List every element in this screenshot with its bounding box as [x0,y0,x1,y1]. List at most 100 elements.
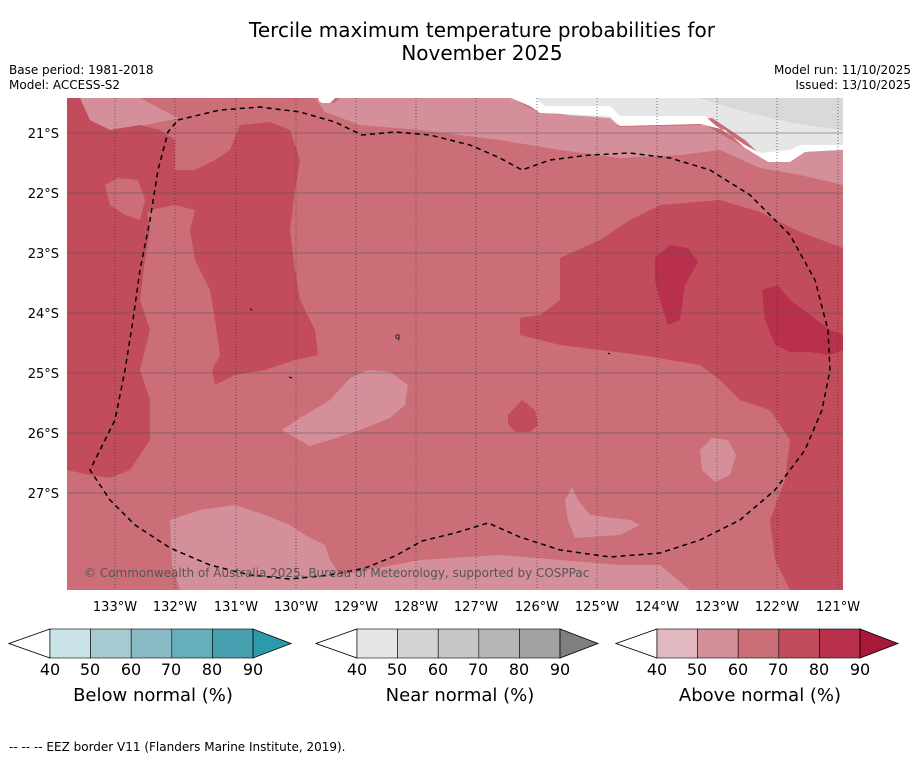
base-period: Base period: 1981-2018 [9,63,154,77]
cbar-tick: 90 [549,660,571,679]
colorbar-above: 40 50 60 70 80 90 Above normal (%) [614,628,905,713]
region-above-50-top [80,98,843,248]
cbar-tick: 60 [727,660,749,679]
region-near-50 [700,98,843,130]
eez-border [89,106,831,580]
eez-footnote: -- -- -- EEZ border V11 (Flanders Marine… [9,740,346,754]
region-white-top [318,98,335,103]
cbar-segment [519,628,561,659]
region-above-50-center [282,370,408,446]
probability-map: q © Commonwealth of Australia 2025, Bure… [28,98,860,615]
cbar-segment [90,628,132,659]
model-name: Model: ACCESS-S2 [9,78,121,92]
cbar-segment [130,628,173,659]
lon-label: 121°W [816,600,860,615]
region-above-80-b [762,285,843,355]
region-above-60-right-patch [700,438,736,482]
island-speck-2 [288,376,293,379]
colorbar-below: 40 50 60 70 80 90 Below normal (%) [7,628,298,713]
colorbar-near-svg [314,628,600,659]
region-above-50-bottom [170,505,340,590]
colorbar-above-svg [614,628,900,659]
cbar-extend-low [314,628,358,659]
colorbar-near: 40 50 60 70 80 90 Near normal (%) [314,628,605,713]
cbar-title-above: Above normal (%) [678,685,842,706]
lon-label: 129°W [334,600,378,615]
latitude-gridlines [67,132,843,494]
lat-label: 21°S [28,127,59,142]
lat-label: 25°S [28,367,59,382]
cbar-tick: 60 [120,660,142,679]
cbar-title-below: Below normal (%) [73,685,233,706]
meta-right: Model run: 11/10/2025 Issued: 13/10/2025 [774,63,911,93]
cbar-tick: 70 [767,660,789,679]
cbar-segment [478,628,520,659]
cbar-title-near: Near normal (%) [385,685,535,706]
meta-left: Base period: 1981-2018 Model: ACCESS-S2 [9,63,154,93]
issued-date: Issued: 13/10/2025 [795,78,911,92]
cbar-tick: 50 [386,660,408,679]
cbar-extend-high [252,628,293,659]
cbar-segment [656,628,698,659]
cbar-tick: 90 [849,660,871,679]
region-above-70-right [520,200,843,590]
lon-label: 127°W [454,600,498,615]
cbar-tick: 80 [201,660,223,679]
cbar-tick: 70 [160,660,182,679]
cbar-tick: 60 [427,660,449,679]
region-above-50-bottom-right [565,487,640,538]
region-white-strip [512,98,843,162]
copyright-text: © Commonwealth of Australia 2025, Bureau… [84,566,589,580]
cbar-segment [49,628,91,659]
cbar-tick: 70 [467,660,489,679]
island-speck-3 [607,352,611,355]
cbar-extend-low [614,628,658,659]
cbar-segment [697,628,739,659]
cbar-segment [397,628,439,659]
lon-label: 126°W [515,600,559,615]
lon-label: 132°W [153,600,197,615]
longitude-gridlines [114,98,839,590]
region-above-60-overlay [140,98,843,248]
region-above-70-small [508,400,538,432]
colorbar-below-svg [7,628,293,659]
cbar-tick: 40 [646,660,668,679]
cbar-segment [819,628,861,659]
cbar-segment [737,628,780,659]
title-line-1: Tercile maximum temperature probabilitie… [249,18,715,42]
cbar-tick: 40 [39,660,61,679]
lat-label: 27°S [28,487,59,502]
lat-label: 26°S [28,427,59,442]
cbar-extend-low [7,628,51,659]
cbar-segment [437,628,480,659]
cbar-segment [778,628,820,659]
island-label: q [395,332,400,341]
cbar-tick: 90 [242,660,264,679]
cbar-segment [356,628,398,659]
cbar-tick: 50 [79,660,101,679]
lat-label: 23°S [28,247,59,262]
chart-title: Tercile maximum temperature probabilitie… [0,19,919,65]
lon-label: 131°W [214,600,258,615]
model-run: Model run: 11/10/2025 [773,63,911,77]
region-above-50-band [330,555,690,590]
title-line-2: November 2025 [401,41,563,65]
cbar-tick: 80 [808,660,830,679]
region-above-80-a [655,245,698,325]
lat-label: 22°S [28,187,59,202]
cbar-tick: 40 [346,660,368,679]
lon-label: 128°W [394,600,438,615]
lon-label: 125°W [575,600,619,615]
cbar-segment [171,628,213,659]
cbar-tick: 50 [686,660,708,679]
lon-label: 124°W [635,600,679,615]
map-fills [67,98,843,590]
cbar-tick: 80 [508,660,530,679]
longitude-labels: 133°W 132°W 131°W 130°W 129°W 128°W 127°… [93,600,860,615]
cbar-extend-high [859,628,900,659]
lon-label: 122°W [755,600,799,615]
cbar-extend-high [559,628,600,659]
lon-label: 130°W [274,600,318,615]
island-speck-1 [249,308,253,311]
lat-label: 24°S [28,307,59,322]
